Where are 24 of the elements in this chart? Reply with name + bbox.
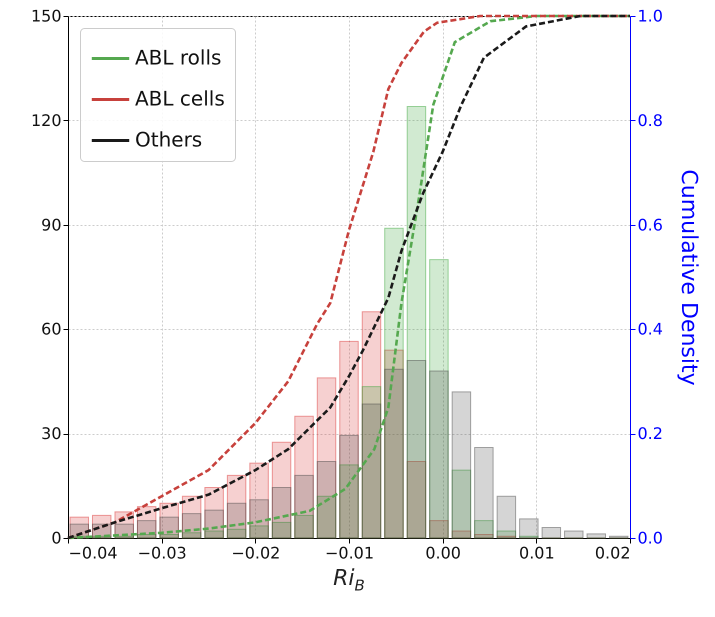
y2-tick-label: 0.0 [638, 528, 663, 548]
y2-tick-label: 0.2 [638, 424, 663, 444]
x-tick-label: −0.03 [138, 544, 187, 562]
y-tick-label: 30 [41, 424, 62, 444]
y-tick-label: 150 [30, 6, 62, 26]
legend-label: ABL rolls [135, 46, 222, 70]
x-tick-label: 0.00 [425, 544, 461, 562]
x-tick-label: −0.04 [68, 544, 118, 562]
y2-axis-title: Cumulative Density [676, 169, 701, 386]
y2-tick-label: 0.8 [638, 110, 663, 130]
x-tick-label: 0.02 [594, 544, 630, 562]
y2-tick-label: 0.4 [638, 320, 663, 339]
x-tick-label: −0.02 [231, 544, 280, 562]
y-tick-label: 0 [51, 528, 62, 548]
x-axis-title: Ri$_{B}$ [332, 566, 366, 594]
y2-tick-label: 1.0 [638, 6, 663, 26]
x-tick-label: 0.01 [519, 544, 555, 562]
y2-tick-label: 0.6 [638, 215, 663, 234]
legend-label: ABL cells [135, 86, 225, 110]
y-tick-label: 120 [30, 110, 62, 130]
y-tick-label: 60 [41, 320, 62, 339]
x-tick-label: −0.01 [324, 544, 374, 562]
legend-label: Others [135, 128, 202, 152]
y-tick-label: 90 [41, 215, 62, 234]
